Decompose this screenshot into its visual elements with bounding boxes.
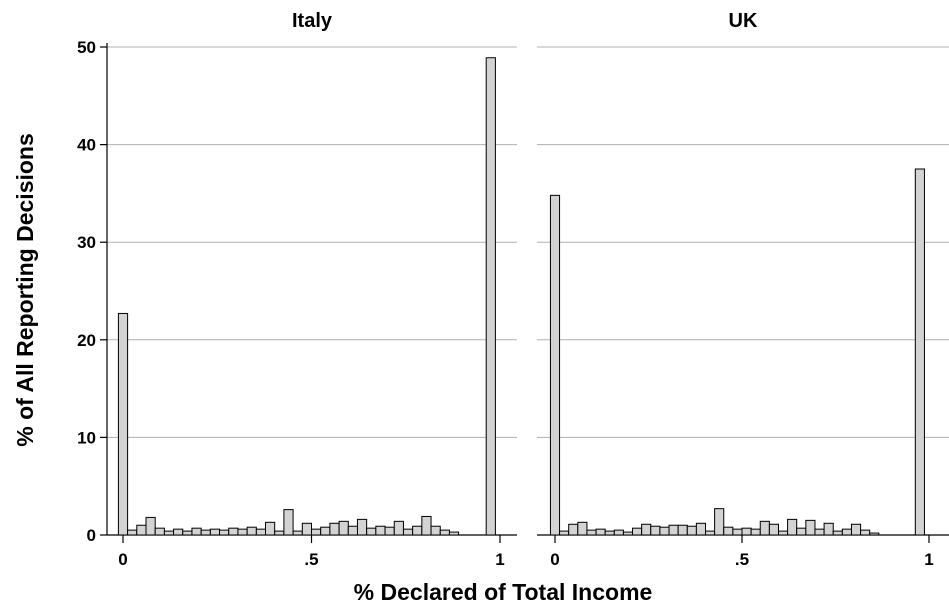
histogram-bar — [741, 527, 752, 536]
histogram-bar — [613, 529, 624, 536]
histogram-bar — [704, 530, 716, 536]
histogram-bar — [191, 527, 202, 536]
histogram-bar — [668, 524, 679, 536]
histogram-bar — [796, 527, 807, 536]
histogram-bar — [595, 528, 606, 536]
histogram-bar — [255, 528, 267, 536]
panel-uk: 0 .5 1 UK — [537, 10, 949, 569]
histogram-bar — [246, 526, 257, 536]
histogram-bar — [173, 528, 184, 536]
histogram-bar — [182, 530, 193, 536]
histogram-bar — [823, 522, 834, 536]
histogram-bar — [768, 523, 780, 536]
histogram-bar — [393, 520, 404, 536]
histogram-bar — [485, 57, 496, 536]
histogram-bar — [136, 524, 147, 536]
histogram-bar — [677, 524, 688, 536]
x-tick-label: 0 — [118, 550, 127, 569]
histogram-bar — [219, 529, 230, 536]
histogram-bar — [412, 525, 423, 536]
histogram-bar — [347, 525, 358, 536]
histogram-bar — [787, 518, 798, 536]
histogram-bar — [265, 521, 276, 536]
panel-italy: 0 10 20 30 40 50 0 .5 1 Italy — [77, 10, 517, 569]
histogram-bar — [311, 528, 322, 536]
histogram-bar — [869, 532, 880, 536]
histogram-bar — [274, 530, 285, 536]
histogram-bar — [622, 531, 634, 536]
histogram-bar — [439, 529, 450, 536]
histogram-bar — [732, 528, 743, 536]
histogram-bar — [145, 516, 156, 536]
panel-title: UK — [729, 10, 758, 32]
x-tick-label: .5 — [735, 550, 749, 569]
y-tick-label: 30 — [77, 233, 96, 252]
histogram-bar — [329, 522, 340, 536]
histogram-bar — [778, 530, 789, 536]
x-tick-label: 1 — [495, 550, 504, 569]
histogram-bar — [814, 528, 825, 536]
histogram-bar — [650, 525, 661, 536]
histogram-bar — [659, 526, 670, 536]
histogram-bar — [714, 508, 725, 536]
histogram-bar — [283, 509, 294, 536]
y-tick-label: 50 — [77, 38, 96, 57]
histogram-bar — [200, 529, 211, 536]
histogram-bar — [604, 530, 615, 536]
histogram-bar — [841, 528, 852, 536]
x-tick-label: 0 — [550, 550, 559, 569]
histogram-bar — [850, 523, 862, 536]
histogram-bar — [759, 520, 770, 536]
histogram-bar — [338, 520, 349, 536]
histogram-bar — [750, 528, 761, 536]
x-axis-label: % Declared of Total Income — [354, 579, 653, 605]
y-tick-label: 40 — [77, 136, 96, 155]
histogram-bar — [860, 529, 871, 536]
y-tick-label: 20 — [77, 331, 96, 350]
histogram-bar — [320, 526, 331, 536]
histogram-bar — [632, 527, 643, 536]
histogram-bar — [695, 522, 706, 536]
histogram-bar — [832, 530, 843, 536]
histogram-bar — [559, 530, 570, 536]
histogram-bar — [568, 523, 579, 536]
histogram-bar — [805, 519, 816, 536]
histogram-bar — [154, 527, 165, 536]
y-tick-label: 10 — [77, 428, 96, 447]
histogram-bar — [430, 525, 441, 536]
histogram-bar — [292, 530, 303, 536]
histogram-bar — [366, 527, 377, 536]
histogram-bar — [237, 528, 248, 536]
histogram-bar — [375, 525, 386, 536]
panel-title: Italy — [292, 10, 333, 32]
histogram-bar — [686, 525, 697, 536]
histogram-bar — [117, 312, 129, 536]
histogram-bar — [641, 523, 652, 536]
histogram-bar — [586, 529, 597, 536]
histogram-bar — [914, 168, 925, 536]
histogram-bar — [402, 528, 414, 536]
histogram-bar — [356, 518, 368, 536]
histogram-bar — [301, 522, 313, 536]
histogram-bar — [723, 526, 734, 536]
x-tick-label: 1 — [924, 550, 933, 569]
x-tick-label: .5 — [304, 550, 318, 569]
histogram-bar — [209, 528, 221, 536]
histogram-bar — [577, 521, 588, 536]
histogram-bar — [384, 526, 395, 536]
histogram-bar — [127, 529, 138, 536]
histogram-bar — [421, 515, 432, 536]
y-tick-label: 0 — [87, 526, 96, 545]
histogram-bar — [549, 194, 561, 536]
histogram-bar — [163, 530, 175, 536]
y-axis-label: % of All Reporting Decisions — [12, 133, 38, 447]
histogram-bar — [448, 531, 460, 536]
histogram-bar — [228, 527, 239, 536]
